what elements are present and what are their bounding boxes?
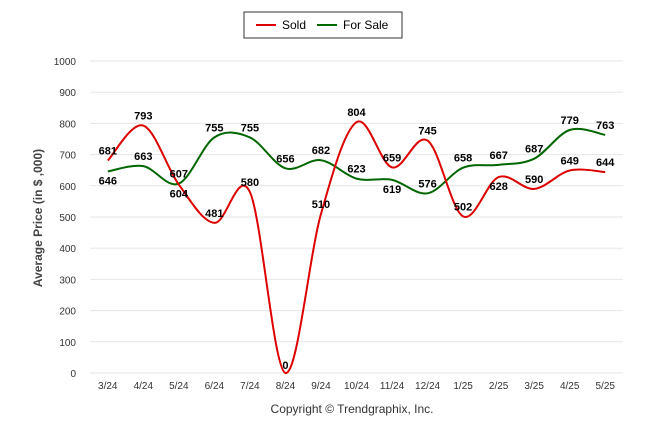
- x-tick-label: 4/25: [560, 381, 580, 392]
- y-tick-label: 100: [59, 338, 76, 349]
- data-label-for-sale: 755: [241, 122, 259, 134]
- x-tick-label: 8/24: [276, 381, 296, 392]
- data-label-sold: 659: [383, 152, 401, 164]
- y-tick-label: 300: [59, 275, 76, 286]
- copyright-text: Copyright © Trendgraphix, Inc.: [271, 402, 434, 416]
- data-label-sold: 590: [525, 174, 543, 186]
- data-label-sold: 644: [596, 157, 615, 169]
- x-tick-label: 3/25: [524, 381, 544, 392]
- data-label-for-sale: 658: [454, 153, 472, 165]
- y-tick-label: 400: [59, 244, 76, 255]
- y-axis-ticks: 0 100 200 300 400 500 600 700 800 900 1000: [54, 57, 77, 380]
- x-tick-label: 10/24: [344, 381, 369, 392]
- data-label-for-sale: 576: [418, 178, 436, 190]
- data-label-sold: 481: [205, 208, 223, 220]
- data-label-for-sale: 682: [312, 145, 330, 157]
- data-label-sold: 0: [282, 360, 288, 372]
- x-tick-label: 11/24: [380, 381, 405, 392]
- y-tick-label: 500: [59, 213, 76, 224]
- data-labels: 681 793 604 481 580 0 510 804 659 745 502 628 590 649…: [99, 107, 616, 372]
- legend-label-for-sale: For Sale: [343, 18, 389, 32]
- series-line-sold: [107, 120, 606, 375]
- data-label-for-sale: 607: [170, 169, 188, 181]
- data-label-sold: 745: [418, 126, 436, 138]
- y-tick-label: 900: [59, 88, 76, 99]
- y-tick-label: 600: [59, 182, 76, 193]
- data-label-for-sale: 646: [99, 175, 117, 187]
- x-tick-label: 9/24: [311, 381, 331, 392]
- legend-label-sold: Sold: [282, 18, 306, 32]
- data-label-sold: 628: [489, 181, 507, 193]
- y-tick-label: 800: [59, 119, 76, 130]
- y-axis-title: Average Price (in $ ,000): [31, 149, 45, 287]
- data-label-for-sale: 667: [489, 150, 507, 162]
- data-label-sold: 681: [99, 146, 117, 158]
- y-tick-label: 700: [59, 151, 76, 162]
- x-tick-label: 2/25: [489, 381, 509, 392]
- data-label-sold: 804: [347, 107, 366, 119]
- x-tick-label: 6/24: [205, 381, 225, 392]
- data-label-for-sale: 763: [596, 120, 614, 132]
- x-tick-label: 4/24: [134, 381, 154, 392]
- x-tick-label: 5/25: [595, 381, 615, 392]
- data-label-sold: 649: [561, 156, 579, 168]
- y-tick-label: 200: [59, 307, 76, 318]
- x-tick-label: 7/24: [240, 381, 260, 392]
- data-label-for-sale: 619: [383, 184, 401, 196]
- x-axis-ticks: 3/24 4/24 5/24 6/24 7/24 8/24 9/24 10/24 11/24 12…: [98, 381, 615, 392]
- data-label-sold: 502: [454, 201, 472, 213]
- y-tick-label: 0: [70, 369, 76, 380]
- data-label-for-sale: 755: [205, 122, 223, 134]
- data-label-for-sale: 687: [525, 144, 543, 156]
- series-line-for-sale: [107, 127, 606, 195]
- data-label-for-sale: 656: [276, 153, 294, 165]
- series-lines: [107, 120, 606, 375]
- data-label-for-sale: 663: [134, 151, 152, 163]
- x-tick-label: 1/25: [453, 381, 473, 392]
- data-label-sold: 604: [170, 189, 189, 201]
- data-label-sold: 510: [312, 199, 330, 211]
- legend: Sold For Sale: [243, 11, 403, 39]
- y-tick-label: 1000: [54, 57, 77, 68]
- data-label-for-sale: 779: [561, 115, 579, 127]
- data-label-for-sale: 623: [347, 164, 365, 176]
- data-label-sold: 793: [134, 111, 152, 123]
- data-label-sold: 580: [241, 177, 259, 189]
- x-tick-label: 3/24: [98, 381, 118, 392]
- x-tick-label: 5/24: [169, 381, 189, 392]
- x-tick-label: 12/24: [415, 381, 440, 392]
